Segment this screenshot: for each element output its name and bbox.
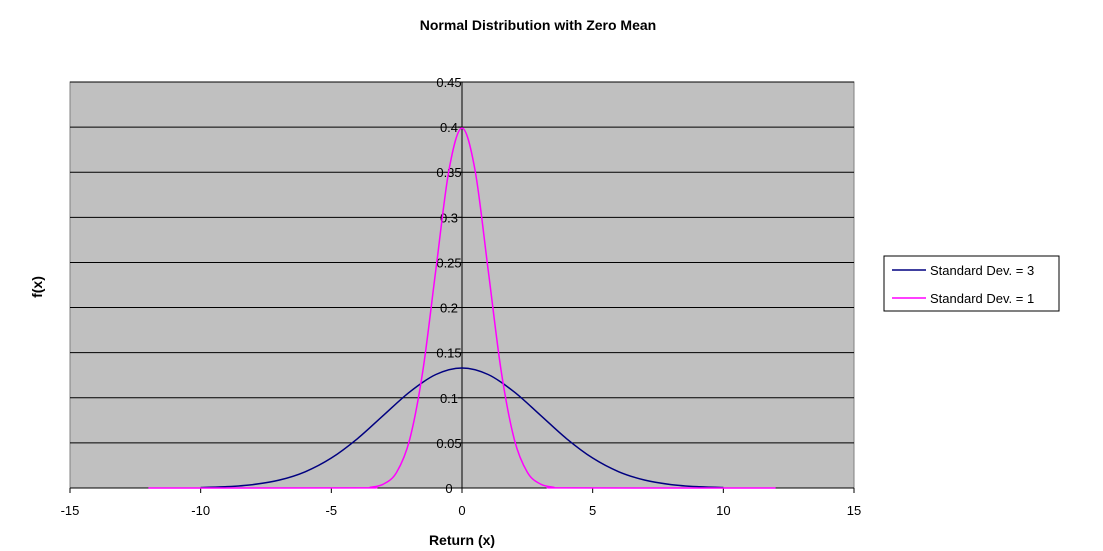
- y-axis: 00.050.10.150.20.250.30.350.40.45: [436, 75, 463, 496]
- y-tick-label: 0.2: [440, 301, 458, 316]
- series-layer: [148, 127, 776, 489]
- x-tick-label: 10: [716, 503, 730, 518]
- x-tick-label: -10: [191, 503, 210, 518]
- chart-title: Normal Distribution with Zero Mean: [420, 17, 656, 33]
- legend-entry-std-1: Standard Dev. = 1: [930, 291, 1034, 306]
- x-axis-label: Return (x): [429, 532, 495, 548]
- y-tick-label: 0.15: [436, 346, 461, 361]
- y-tick-label: 0.25: [436, 255, 461, 270]
- legend: Standard Dev. = 3 Standard Dev. = 1: [883, 255, 1060, 312]
- x-tick-label: 15: [847, 503, 861, 518]
- y-tick-label: 0.1: [440, 391, 458, 406]
- legend-entry-std-3: Standard Dev. = 3: [930, 263, 1034, 278]
- y-tick-label: 0.4: [440, 120, 458, 135]
- x-tick-label: 0: [458, 503, 465, 518]
- x-axis: -15 -10 -5 0 5 10 15: [61, 487, 861, 518]
- y-tick-label: 0.05: [436, 436, 461, 451]
- y-tick-label: 0: [445, 481, 452, 496]
- series-line-1: [148, 127, 776, 489]
- legend-box: [883, 255, 1060, 312]
- x-tick-label: -5: [326, 503, 338, 518]
- y-axis-label: f(x): [29, 276, 45, 298]
- series-line-0: [200, 367, 724, 489]
- y-tick-label: 0.3: [440, 210, 458, 225]
- x-tick-label: -15: [61, 503, 80, 518]
- x-tick-label: 5: [589, 503, 596, 518]
- y-tick-label: 0.45: [436, 75, 461, 90]
